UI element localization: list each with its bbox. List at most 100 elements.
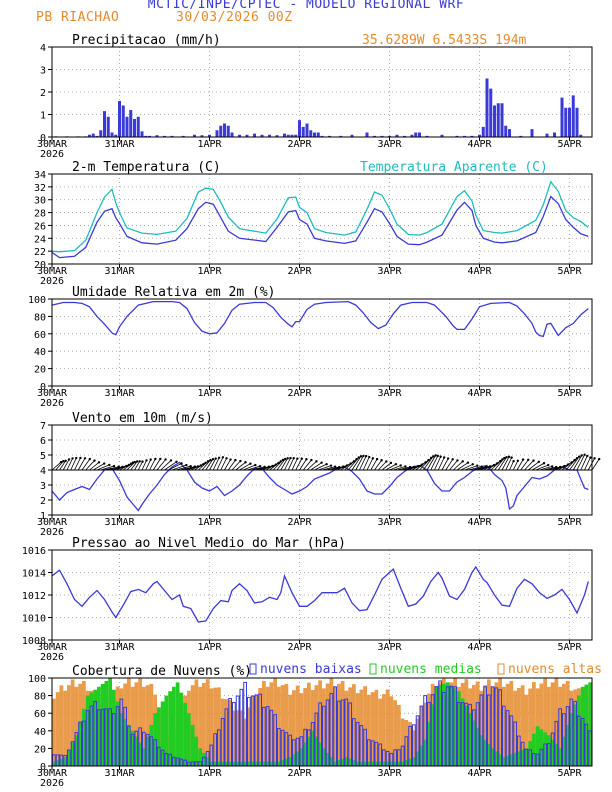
cloud-medium-bar [258, 761, 262, 766]
cloud-high-bar [295, 685, 300, 766]
cloud-medium-bar [325, 752, 330, 766]
cloud-high-bar [565, 680, 570, 766]
cloud-medium-bar [115, 701, 120, 766]
x-tick-label: 5APR [557, 139, 582, 150]
cloud-high-bar [385, 689, 390, 766]
wind-arrow [59, 460, 66, 471]
cloud-high-bar [205, 679, 210, 766]
cloud-medium-bar [187, 713, 191, 766]
wind-arrow-head [329, 464, 333, 467]
wind-arrow-head [456, 459, 459, 462]
x-tick-label: 1APR [197, 388, 222, 399]
cloud-medium-bar [142, 748, 146, 766]
wind-arrow-head [505, 455, 508, 459]
cloud-high-bar [74, 686, 79, 766]
precip-bar [140, 131, 144, 137]
x-tick-label: 3APR [377, 517, 402, 528]
cloud-high-bar [134, 682, 139, 766]
wind-arrow [512, 460, 519, 471]
cloud-high-bar [145, 685, 150, 766]
cloud-medium-bar [322, 748, 326, 766]
series-line-1 [51, 461, 589, 512]
cloud-high-bar [292, 690, 296, 766]
cloud-high-bar [337, 683, 341, 766]
wind-arrow [93, 463, 105, 471]
cloud-medium-bar [468, 713, 472, 766]
precip-bar [275, 135, 279, 137]
cloud-high-bar [550, 682, 555, 766]
cloud-high-bar [228, 700, 232, 766]
wind-arrow-head [175, 460, 178, 463]
wind-arrow-head [229, 458, 232, 461]
cloud-medium-bar [85, 695, 90, 766]
x-tick-label: 31MAR [104, 768, 135, 779]
cloud-medium-bar [235, 761, 240, 766]
cloud-medium-bar [172, 686, 176, 766]
precip-bar [286, 134, 290, 137]
wind-arrow [452, 461, 464, 471]
wind-arrow [70, 457, 77, 471]
wind-arrow-head [503, 456, 506, 460]
wind-arrow-head [580, 454, 583, 457]
wind-arrow-head [305, 458, 308, 461]
cloud-high-bar [55, 692, 60, 766]
cloud-high-bar [487, 679, 491, 766]
cloud-medium-bar [247, 761, 251, 766]
y-tick-label: 0 [40, 382, 46, 393]
cloud-medium-bar [119, 713, 124, 766]
wind-arrow [509, 461, 514, 471]
precip-bar [313, 132, 316, 137]
wind-arrow-head [97, 461, 101, 464]
wind-arrow-head [71, 457, 74, 460]
precip-bar [163, 135, 166, 137]
wind-arrow [295, 458, 303, 471]
cloud-medium-bar [430, 704, 435, 766]
precip-bar [478, 134, 481, 137]
cloud-medium-bar [378, 761, 382, 766]
cloud-medium-bar [337, 760, 341, 766]
legend-swatch [369, 663, 377, 675]
precip-bar [309, 130, 313, 137]
wind-arrow-head [436, 454, 440, 458]
wind-arrow [422, 456, 434, 471]
wind-arrow [66, 458, 73, 471]
wind-arrow [220, 458, 227, 471]
cloud-high-bar [419, 705, 424, 766]
wind-arrow [505, 457, 512, 471]
x-tick-label: 4APR [467, 768, 492, 779]
wind-arrow-head [333, 465, 337, 468]
cloud-medium-bar [145, 736, 150, 766]
wind-arrow [137, 461, 143, 471]
y-tick-label: 7 [40, 421, 46, 432]
wind-arrow [445, 459, 454, 471]
wind-arrow [284, 457, 291, 471]
cloud-medium-bar [254, 761, 259, 766]
cloud-medium-bar [220, 761, 225, 766]
x-tick-label: 30MAR [37, 388, 68, 399]
precip-bar [418, 132, 421, 137]
x-tick-label: 3APR [377, 266, 402, 277]
precip-bar [148, 135, 151, 137]
apparent-temp-label: Temperatura Aparente (C) [360, 160, 548, 175]
wind-arrow-head [434, 454, 437, 457]
precip-bar [155, 135, 159, 137]
cloud-high-bar [547, 686, 551, 766]
precip-bar [129, 110, 133, 137]
cloud-high-bar [393, 700, 397, 766]
wind-arrow [400, 466, 415, 471]
wind-arrow [212, 457, 220, 471]
wind-arrow [441, 458, 449, 471]
plot-frame [51, 677, 593, 767]
wind-arrow [119, 463, 132, 471]
precip-bar [365, 132, 369, 137]
wind-arrow [299, 459, 307, 471]
plot-frame [51, 298, 593, 387]
wind-arrow [464, 465, 478, 471]
cloud-high-bar [325, 683, 330, 766]
x-tick-label: 3APR [377, 768, 402, 779]
wind-arrow-head [550, 465, 554, 468]
precip-bar [219, 125, 223, 137]
wind-arrow-head [185, 463, 188, 467]
wind-arrow-head [442, 456, 446, 459]
precip-bar [320, 135, 324, 137]
